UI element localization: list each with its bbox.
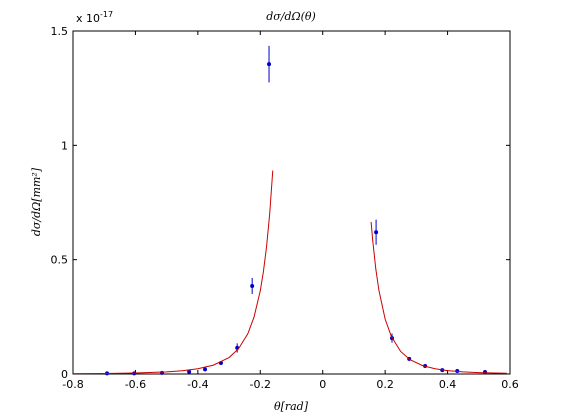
data-point [267, 62, 272, 67]
fit-curve [72, 170, 274, 375]
fit-curve [370, 221, 507, 374]
y-tick-label: 0 [61, 368, 68, 381]
y-tick-label: 0.5 [51, 254, 69, 267]
x-tick-label: 0.6 [501, 378, 519, 391]
x-tick-label: 0.4 [439, 378, 457, 391]
y-axis-label: dσ/dΩ[mm²] [30, 167, 43, 236]
data-point [374, 230, 379, 235]
axes-box [72, 30, 511, 375]
multiplier-exponent: -17 [100, 10, 113, 19]
y-tick-label: 1.5 [51, 25, 69, 38]
x-tick-label: -0.4 [187, 378, 208, 391]
x-tick-label: -0.2 [250, 378, 271, 391]
data-point [203, 367, 208, 372]
chart-title: dσ/dΩ(θ) [266, 10, 316, 23]
x-tick-label: 0.2 [376, 378, 394, 391]
data-point [483, 369, 488, 374]
y-tick-label: 1 [61, 139, 68, 152]
x-tick-label: 0 [319, 378, 326, 391]
data-point [250, 283, 255, 288]
axis-multiplier: x 10-17 [76, 10, 113, 25]
data-point [187, 369, 192, 374]
x-tick-label: -0.6 [125, 378, 146, 391]
x-axis-label: θ[rad] [274, 400, 309, 413]
data-point [159, 370, 164, 375]
multiplier-base: x 10 [76, 12, 100, 25]
x-tick-label: -0.8 [62, 378, 83, 391]
